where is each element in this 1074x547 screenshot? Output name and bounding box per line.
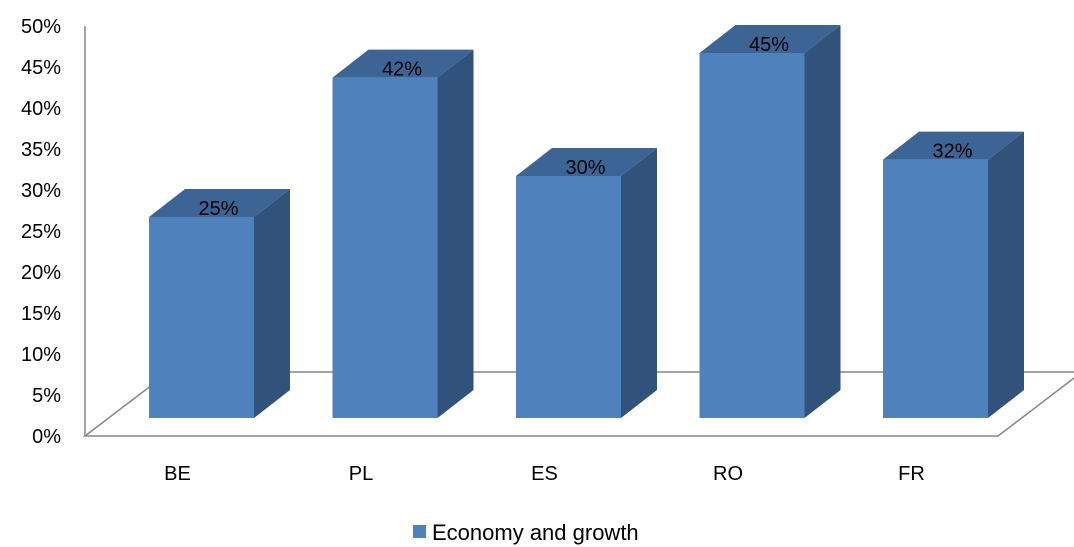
bar: [149, 189, 290, 418]
data-label: 45%: [749, 34, 789, 56]
data-label: 42%: [382, 59, 422, 81]
bar-front: [149, 217, 254, 418]
bar-side: [804, 25, 841, 418]
y-tick-label: 30%: [21, 180, 61, 202]
y-tick-label: 20%: [21, 262, 61, 284]
bar-top: [149, 189, 290, 217]
y-tick-label: 0%: [32, 426, 61, 448]
legend-label: Economy and growth: [432, 520, 639, 545]
x-axis: BE PL ES RO FR: [164, 463, 925, 485]
floor: [82, 371, 1074, 437]
chart-walls: [82, 26, 1074, 437]
bar-top: [699, 25, 841, 53]
data-label: 25%: [198, 198, 238, 220]
data-label: 32%: [932, 141, 972, 163]
bar-side: [254, 189, 290, 418]
y-tick-label: 15%: [21, 303, 61, 325]
x-tick-label: RO: [713, 463, 743, 485]
legend-swatch: [413, 525, 426, 538]
y-tick-label: 40%: [21, 98, 61, 120]
bar-front: [699, 53, 805, 418]
data-label: 30%: [565, 157, 605, 179]
y-tick-label: 10%: [21, 344, 61, 366]
y-tick-label: 35%: [21, 139, 61, 161]
bar-front: [332, 77, 438, 418]
bar-top: [332, 49, 474, 78]
y-axis: 0% 5% 10% 15% 20% 25% 30% 35% 40% 45% 50%: [21, 16, 61, 448]
x-tick-label: PL: [349, 463, 373, 485]
bar: [699, 25, 841, 418]
bar-side: [621, 148, 657, 418]
bar-top: [516, 148, 657, 176]
data-labels: 25% 42% 30% 45% 32%: [198, 34, 972, 220]
bar: [332, 49, 474, 418]
x-tick-label: ES: [531, 463, 558, 485]
bar-top: [883, 131, 1024, 160]
y-tick-label: 25%: [21, 221, 61, 243]
bar-front: [883, 159, 988, 418]
bars: [149, 25, 1024, 418]
y-tick-label: 50%: [21, 16, 61, 38]
bar-front: [516, 176, 621, 418]
bar: [883, 131, 1024, 418]
bar: [516, 148, 657, 418]
x-tick-label: FR: [898, 463, 925, 485]
y-tick-label: 45%: [21, 57, 61, 79]
bar-side: [437, 49, 474, 418]
x-tick-label: BE: [164, 463, 191, 485]
y-tick-label: 5%: [32, 385, 61, 407]
bar-side: [988, 131, 1024, 418]
legend: Economy and growth: [413, 520, 639, 545]
